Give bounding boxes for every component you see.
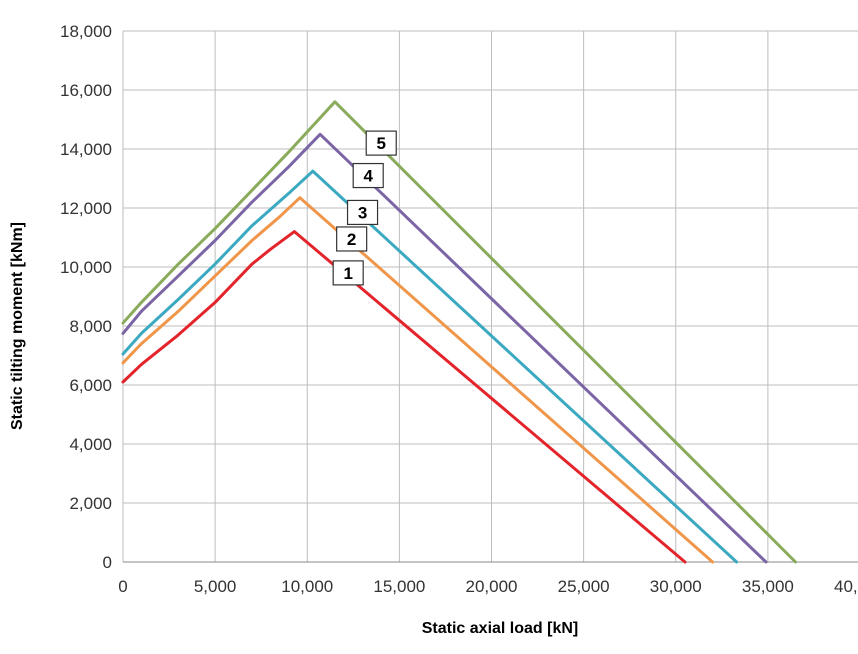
- curve-label-text: 1: [343, 264, 352, 283]
- y-tick-label: 14,000: [60, 140, 112, 159]
- y-tick-labels: 0 2,000 4,000 6,000 8,000 10,000 12,000 14,000 1…: [60, 22, 112, 572]
- curve-label-text: 2: [347, 230, 356, 249]
- series-line-1: [121, 230, 687, 564]
- curve-label-box: [336, 226, 368, 252]
- series-line-3: [121, 169, 739, 564]
- y-tick-label: 10,000: [60, 258, 112, 277]
- curve-labels: 1 23 45: [332, 130, 397, 286]
- curve-label-2: 2: [336, 226, 368, 252]
- y-tick-label: 2,000: [69, 494, 112, 513]
- curve-label-box: [352, 162, 384, 189]
- curve-label-box: [346, 199, 379, 226]
- curve-label-5: 5: [365, 130, 397, 156]
- x-tick-label: 30,000: [650, 577, 702, 596]
- series-line-2: [121, 196, 715, 564]
- grid: [122, 30, 858, 563]
- y-tick-label: 18,000: [60, 22, 112, 41]
- y-tick-label: 16,000: [60, 81, 112, 100]
- x-tick-label: 20,000: [466, 577, 518, 596]
- x-tick-label: 35,000: [742, 577, 794, 596]
- x-axis-title: Static axial load [kN]: [422, 620, 579, 637]
- x-tick-label: 10,000: [281, 577, 333, 596]
- curve-label-text: 5: [376, 134, 385, 153]
- y-tick-label: 8,000: [69, 317, 112, 336]
- y-tick-label: 0: [103, 553, 112, 572]
- curve-label-3: 3: [346, 199, 379, 226]
- y-tick-label: 6,000: [69, 376, 112, 395]
- curve-label-text: 4: [363, 167, 373, 186]
- y-axis-title: Static tilting moment [kNm]: [9, 222, 26, 430]
- y-tick-label: 4,000: [69, 435, 112, 454]
- x-tick-label: 25,000: [558, 577, 610, 596]
- curve-label-text: 3: [358, 203, 367, 222]
- x-tick-label: 40,000: [834, 577, 858, 596]
- series-line-5: [121, 100, 797, 564]
- x-tick-labels: 0 5,000 10,000 15,000 20,000 25,000 30,000 35,0…: [118, 577, 858, 596]
- series-line-4: [121, 132, 768, 564]
- curve-label-4: 4: [352, 162, 384, 189]
- curve-label-box: [332, 260, 364, 286]
- y-tick-label: 12,000: [60, 199, 112, 218]
- x-tick-label: 0: [118, 577, 127, 596]
- x-tick-label: 5,000: [194, 577, 237, 596]
- curve-label-1: 1: [332, 260, 364, 286]
- series-lines: [121, 100, 797, 564]
- curve-label-box: [365, 130, 397, 156]
- x-tick-label: 15,000: [373, 577, 425, 596]
